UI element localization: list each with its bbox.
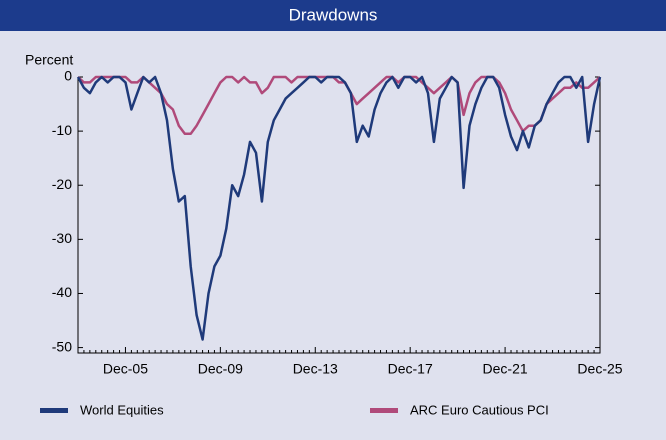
legend-swatch (40, 408, 68, 413)
x-tick-label: Dec-17 (388, 361, 433, 377)
y-tick-label: -30 (52, 230, 72, 246)
legend-label: ARC Euro Cautious PCI (410, 402, 549, 417)
line-series (76, 75, 602, 341)
legend-label: World Equities (80, 402, 164, 417)
x-tick-label: Dec-13 (293, 361, 338, 377)
y-axis-label: Percent (25, 52, 73, 68)
x-tick-label: Dec-05 (103, 361, 148, 377)
y-tick-label: -10 (52, 122, 72, 138)
y-tick-label: 0 (64, 68, 72, 84)
line-series (77, 75, 601, 136)
legend-swatch (370, 408, 398, 413)
y-tick-label: -20 (52, 176, 72, 192)
axis-frame (77, 77, 601, 354)
chart-title: Drawdowns (289, 5, 378, 24)
x-tick-label: Dec-25 (577, 361, 622, 377)
x-tick-label: Dec-09 (198, 361, 243, 377)
header-bar (0, 0, 666, 31)
y-tick-label: -40 (52, 284, 72, 300)
x-tick-label: Dec-21 (483, 361, 528, 377)
y-tick-label: -50 (52, 338, 72, 354)
